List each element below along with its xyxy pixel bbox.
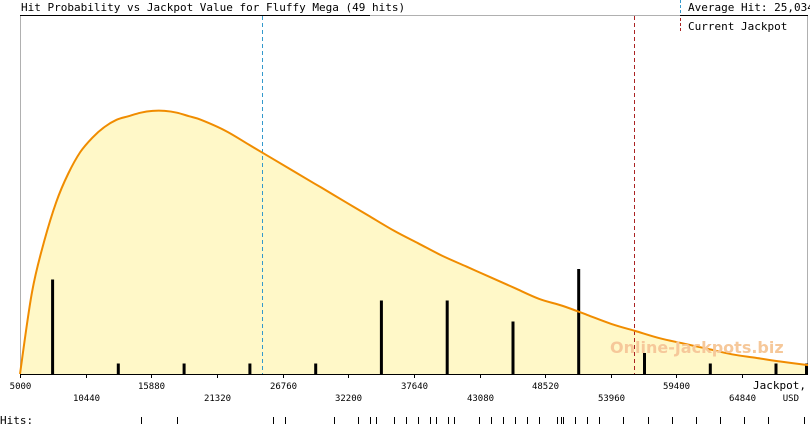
- x-tick-label: 5000: [10, 382, 32, 392]
- hits-label: Hits:: [0, 414, 33, 425]
- hit-bar: [577, 269, 581, 374]
- legend: Average Hit: 25,034 Current Jackpot: [680, 0, 810, 33]
- watermark: Online-Jackpots.biz: [610, 338, 784, 357]
- chart-title: Hit Probability vs Jackpot Value for Flu…: [21, 1, 405, 14]
- x-tick-label: 10440: [73, 394, 100, 404]
- hit-bar: [708, 363, 712, 374]
- hit-bar: [314, 363, 318, 374]
- density-area-fill: [20, 110, 808, 375]
- legend-average-label: Average Hit: 25,034: [688, 1, 810, 14]
- x-tick-label: 26760: [270, 382, 297, 392]
- hit-bar: [379, 300, 383, 374]
- x-tick-label: 32200: [335, 394, 362, 404]
- x-tick-label: 43080: [467, 394, 494, 404]
- hit-bar: [116, 363, 120, 374]
- hit-bar: [248, 363, 252, 374]
- hit-bar: [511, 321, 515, 374]
- x-tick-label: 64840: [729, 394, 756, 404]
- x-tick-label: 48520: [532, 382, 559, 392]
- hit-bar: [774, 363, 778, 374]
- x-axis-label-line2: USD: [783, 394, 799, 404]
- hit-bar: [445, 300, 449, 374]
- x-tick-label: 53960: [598, 394, 625, 404]
- x-tick-label: 15880: [138, 382, 165, 392]
- legend-current-label: Current Jackpot: [688, 20, 787, 33]
- x-tick-label: 21320: [204, 394, 231, 404]
- hit-bar: [51, 279, 55, 374]
- x-tick-label: 59400: [663, 382, 690, 392]
- x-axis-label-line1: Jackpot,: [753, 379, 806, 392]
- hit-bar: [805, 363, 808, 374]
- hit-bar: [182, 363, 186, 374]
- x-tick-label: 37640: [401, 382, 428, 392]
- density-curve-line: [19, 109, 809, 375]
- hit-bar: [643, 353, 646, 374]
